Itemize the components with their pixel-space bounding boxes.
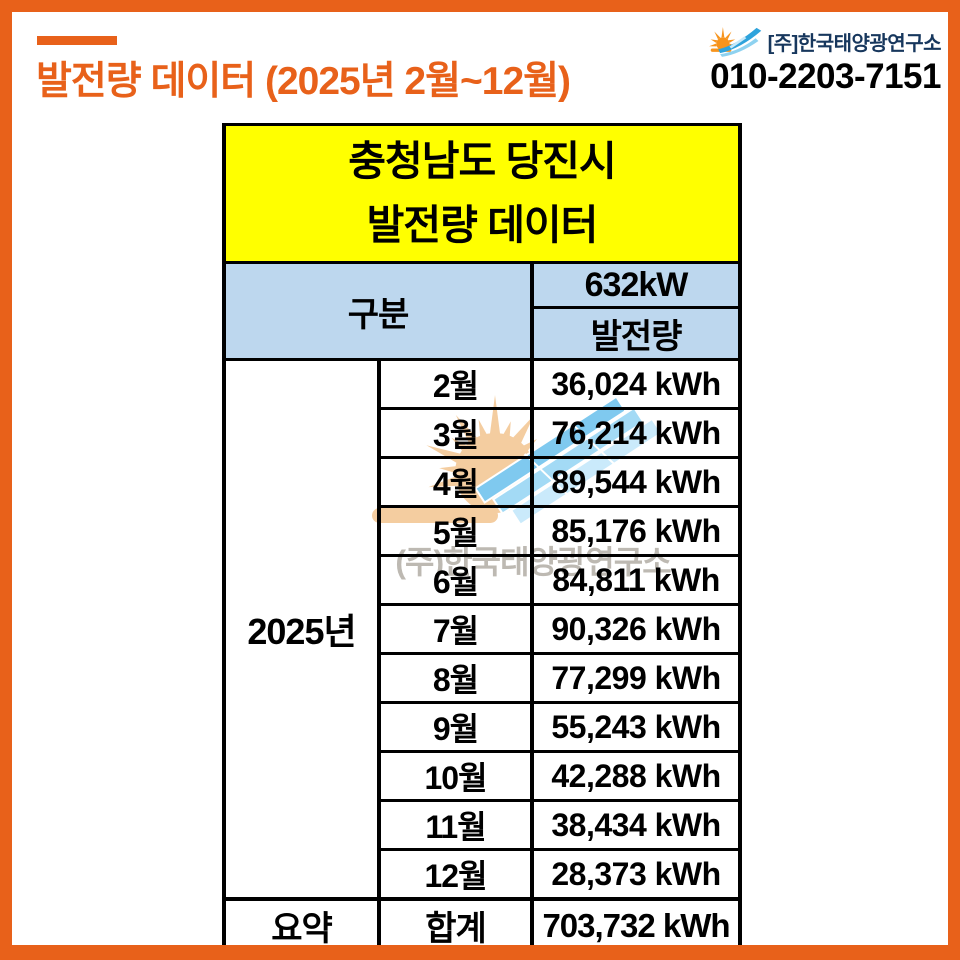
table-row: 6월 84,811 kWh bbox=[224, 554, 743, 606]
table-row: 12월 28,373 kWh bbox=[224, 848, 743, 901]
month-cell: 7월 bbox=[377, 603, 534, 655]
month-cell: 5월 bbox=[377, 505, 534, 557]
value-cell: 84,811 kWh bbox=[529, 554, 743, 606]
table-row: 10월 42,288 kWh bbox=[224, 750, 743, 802]
summary-label-cell: 요약 bbox=[222, 897, 381, 945]
month-cell: 9월 bbox=[377, 701, 534, 753]
value-cell: 38,434 kWh bbox=[529, 799, 743, 851]
value-cell: 55,243 kWh bbox=[529, 701, 743, 753]
month-cell: 8월 bbox=[377, 652, 534, 704]
table-title-line2: 발전량 데이터 bbox=[366, 201, 599, 248]
value-cell: 77,299 kWh bbox=[529, 652, 743, 704]
value-cell: 90,326 kWh bbox=[529, 603, 743, 655]
value-cell: 36,024 kWh bbox=[529, 358, 743, 410]
header-row-capacity: 구분 632kW bbox=[222, 261, 743, 361]
table-title-row: 충청남도 당진시 발전량 데이터 bbox=[221, 123, 743, 264]
table-title: 충청남도 당진시 발전량 데이터 bbox=[221, 123, 743, 264]
value-cell: 76,214 kWh bbox=[529, 407, 743, 459]
brand-block: [주]한국태양광연구소 010-2203-7151 bbox=[707, 24, 942, 96]
sun-solar-panel-icon bbox=[707, 24, 765, 58]
month-cell: 3월 bbox=[377, 407, 534, 459]
month-cell: 4월 bbox=[377, 456, 534, 508]
month-cell: 10월 bbox=[377, 750, 534, 802]
capacity-header: 632kW bbox=[529, 261, 743, 309]
metric-header: 발전량 bbox=[529, 306, 743, 361]
company-name: [주]한국태양광연구소 bbox=[767, 32, 942, 55]
header-row-metric: 발전량 bbox=[224, 306, 743, 361]
table-row: 7월 90,326 kWh bbox=[224, 603, 743, 655]
brand-row: [주]한국태양광연구소 bbox=[707, 24, 942, 58]
year-cell: 2025년 bbox=[222, 358, 381, 901]
value-cell: 28,373 kWh bbox=[529, 848, 743, 901]
table-row: 11월 38,434 kWh bbox=[224, 799, 743, 851]
summary-row: 요약 합계 703,732 kWh bbox=[222, 897, 743, 945]
table-row: 8월 77,299 kWh bbox=[224, 652, 743, 704]
generation-data-table: 충청남도 당진시 발전량 데이터 구분 632kW 발전량 2025년 2월 3… bbox=[221, 123, 743, 945]
value-cell: 89,544 kWh bbox=[529, 456, 743, 508]
value-cell: 42,288 kWh bbox=[529, 750, 743, 802]
month-cell: 6월 bbox=[377, 554, 534, 606]
table-row: 9월 55,243 kWh bbox=[224, 701, 743, 753]
table-title-line1: 충청남도 당진시 bbox=[348, 137, 616, 184]
month-cell: 2월 bbox=[377, 358, 534, 410]
column-group-header: 구분 bbox=[222, 261, 534, 361]
month-cell: 11월 bbox=[377, 799, 534, 851]
month-cell: 12월 bbox=[377, 848, 534, 901]
page-title: 발전량 데이터 (2025년 2월~12월) bbox=[36, 60, 571, 103]
company-phone: 010-2203-7151 bbox=[710, 57, 941, 96]
summary-value-cell: 703,732 kWh bbox=[529, 897, 743, 945]
table-row: 2025년 2월 36,024 kWh bbox=[222, 358, 743, 901]
value-cell: 85,176 kWh bbox=[529, 505, 743, 557]
title-accent-dash bbox=[37, 36, 117, 45]
summary-sublabel-cell: 합계 bbox=[377, 897, 534, 945]
